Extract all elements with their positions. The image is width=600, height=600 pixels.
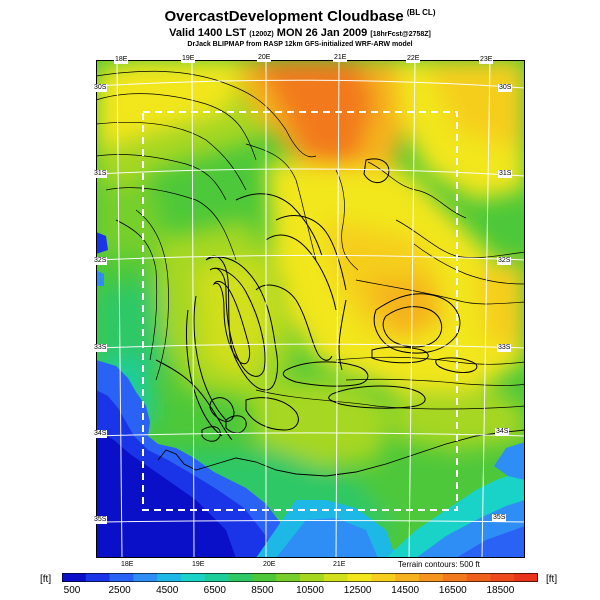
lat-label-right-35s: 35S xyxy=(492,514,507,522)
map-frame xyxy=(96,60,525,558)
lon-label-bottom-21e: 21E xyxy=(332,561,347,569)
lon-label-top-21e: 21E xyxy=(333,54,348,62)
valid-text: Valid 1400 LST xyxy=(169,27,247,39)
map-title: OvercastDevelopment Cloudbase (BL CL) xyxy=(0,8,600,25)
lat-lon-grid xyxy=(96,60,525,558)
colorbar-swatch xyxy=(419,573,444,582)
colorbar-outline xyxy=(62,573,538,582)
colorbar-tick-label: 8500 xyxy=(251,585,274,596)
valid-date: MON 26 Jan 2009 xyxy=(276,27,368,39)
lat-label-left-35s: 35S xyxy=(93,516,108,524)
lat-label-left-31s: 31S xyxy=(93,170,108,178)
colorbar-tick-label: 6500 xyxy=(203,585,226,596)
credit-line: DrJack BLIPMAP from RASP 12km GFS-initia… xyxy=(187,41,413,48)
colorbar-swatch xyxy=(157,573,182,582)
terrain-contour-note: Terrain contours: 500 ft xyxy=(398,560,480,569)
colorbar-swatch xyxy=(347,573,372,582)
lon-label-top-18e: 18E xyxy=(114,56,129,64)
model-domain-box xyxy=(142,111,458,511)
colorbar-tick-label: 2500 xyxy=(108,585,131,596)
colorbar-tick-label: 18500 xyxy=(486,585,515,596)
colorbar-tick-label: 4500 xyxy=(156,585,179,596)
lon-label-bottom-18e: 18E xyxy=(120,561,135,569)
terrain-contours xyxy=(96,70,525,410)
lat-label-left-30s: 30S xyxy=(93,84,108,92)
colorbar-unit-right: [ft] xyxy=(546,574,558,585)
lat-label-left-33s: 33S xyxy=(93,344,108,352)
colorbar-swatch xyxy=(109,573,134,582)
colorbar-swatch xyxy=(181,573,206,582)
colorbar-swatch xyxy=(514,573,538,582)
colorbar-swatch xyxy=(62,573,87,582)
valid-time-line: Valid 1400 LST (1200Z) MON 26 Jan 2009 [… xyxy=(0,27,600,39)
lon-label-top-22e: 22E xyxy=(406,55,421,63)
forecast-hour: [18hrFcst@2758Z] xyxy=(370,31,431,38)
colorbar-swatch xyxy=(204,573,229,582)
colorbar-tick-label: 12500 xyxy=(343,585,372,596)
terrain-contours-bold xyxy=(155,158,478,442)
colorbar xyxy=(62,573,538,582)
lon-label-bottom-19e: 19E xyxy=(191,561,206,569)
forecast-map xyxy=(96,60,525,558)
colorbar-swatch xyxy=(228,573,253,582)
lat-label-right-34s: 34S xyxy=(495,428,510,436)
lon-label-bottom-20e: 20E xyxy=(262,561,277,569)
lon-label-top-19e: 19E xyxy=(181,55,196,63)
colorbar-swatch xyxy=(133,573,158,582)
valid-code: (1200Z) xyxy=(249,31,274,38)
colorbar-tick-label: 16500 xyxy=(438,585,467,596)
lat-label-right-30s: 30S xyxy=(498,84,513,92)
colorbar-swatch xyxy=(490,573,515,582)
colorbar-tick-label: 500 xyxy=(63,585,81,596)
colorbar-tick-label: 14500 xyxy=(391,585,420,596)
colorbar-swatch xyxy=(323,573,348,582)
map-canvas xyxy=(96,60,525,558)
colorbar-swatch xyxy=(466,573,491,582)
colorbar-swatch xyxy=(395,573,420,582)
lat-label-right-33s: 33S xyxy=(497,344,512,352)
colorbar-swatch xyxy=(85,573,110,582)
colorbar-swatch xyxy=(300,573,325,582)
lat-label-left-34s: 34S xyxy=(93,430,108,438)
cloudbase-field xyxy=(96,60,525,558)
colorbar-swatch xyxy=(371,573,396,582)
lon-label-top-20e: 20E xyxy=(257,54,272,62)
map-title-text: OvercastDevelopment Cloudbase xyxy=(164,8,404,25)
lat-label-right-31s: 31S xyxy=(498,170,513,178)
lat-label-left-32s: 32S xyxy=(93,257,108,265)
colorbar-swatch xyxy=(442,573,467,582)
map-title-suffix: (BL CL) xyxy=(406,8,436,17)
colorbar-tick-label: 10500 xyxy=(296,585,324,596)
colorbar-swatch xyxy=(276,573,301,582)
lat-label-right-32s: 32S xyxy=(497,257,512,265)
colorbar-unit-left: [ft] xyxy=(40,574,52,585)
colorbar-swatch xyxy=(252,573,277,582)
lon-label-top-23e: 23E xyxy=(479,56,494,64)
